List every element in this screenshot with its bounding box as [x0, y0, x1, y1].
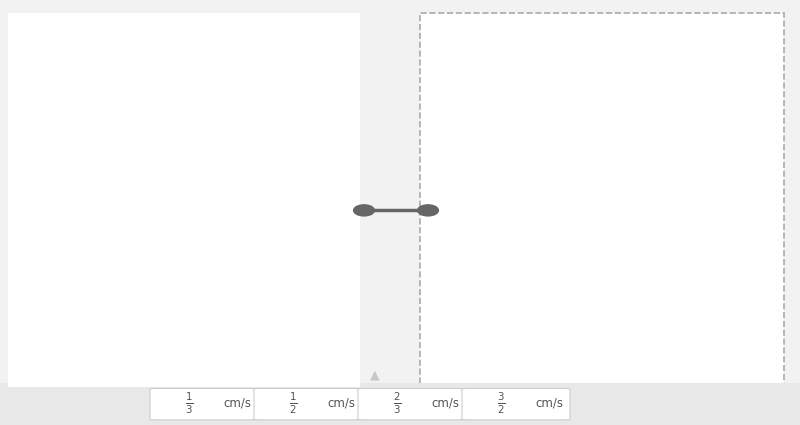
Text: cm/s: cm/s [432, 397, 459, 409]
X-axis label: Time (s): Time (s) [177, 394, 227, 407]
Text: cm/s: cm/s [224, 397, 251, 409]
Title: Speed of Worm: Speed of Worm [149, 29, 255, 43]
FancyBboxPatch shape [358, 388, 466, 420]
Text: cm/s: cm/s [536, 397, 563, 409]
Text: ▲: ▲ [370, 368, 379, 382]
FancyBboxPatch shape [254, 388, 362, 420]
Text: $\frac{1}{3}$: $\frac{1}{3}$ [186, 390, 194, 416]
Text: $\frac{3}{2}$: $\frac{3}{2}$ [498, 390, 506, 416]
Text: cm/s: cm/s [328, 397, 355, 409]
FancyBboxPatch shape [150, 388, 258, 420]
Text: (6, 9): (6, 9) [127, 266, 157, 276]
Text: (0, 0): (0, 0) [69, 354, 98, 364]
Y-axis label: Distance (cm): Distance (cm) [18, 164, 31, 252]
Text: $\frac{2}{3}$: $\frac{2}{3}$ [394, 390, 402, 416]
Text: $\frac{1}{2}$: $\frac{1}{2}$ [290, 390, 298, 416]
FancyBboxPatch shape [462, 388, 570, 420]
